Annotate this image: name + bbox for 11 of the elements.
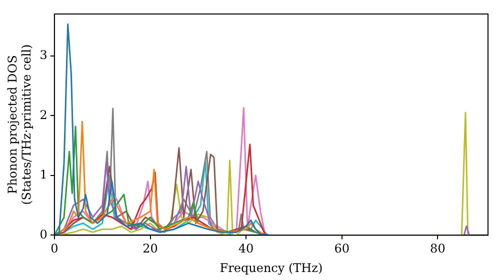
x-tick-label: 20: [142, 242, 158, 256]
x-axis-title: Frequency (THz): [220, 260, 323, 275]
x-tick-label: 60: [334, 242, 350, 256]
x-tick-label: 0: [50, 242, 58, 256]
x-tick-label: 80: [430, 242, 446, 256]
y-tick-label: 2: [40, 108, 48, 122]
y-axis-title: Phonon projected DOS (States/THz·primitive cell): [5, 44, 34, 205]
y-tick-label: 3: [40, 48, 48, 62]
y-tick-label: 1: [40, 168, 48, 182]
x-tick-label: 40: [238, 242, 254, 256]
y-tick-label: 0: [40, 227, 48, 242]
